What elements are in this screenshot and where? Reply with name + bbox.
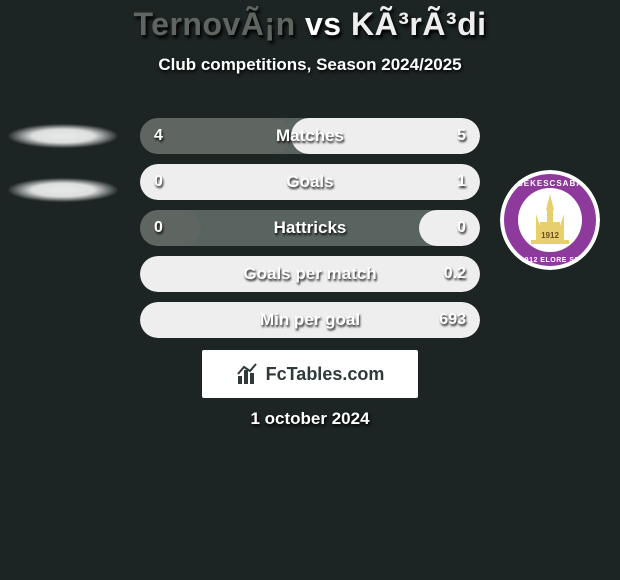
stat-value-left: 0 bbox=[154, 210, 163, 246]
stat-row-goals: Goals0 1 bbox=[140, 164, 480, 200]
date-label: 1 october 2024 bbox=[0, 409, 620, 429]
badge-bottom-text: 1912 ELORE SE bbox=[520, 257, 579, 264]
badge-top-text: BEKESCSABA bbox=[517, 179, 583, 188]
team1-badge-shadow-2 bbox=[8, 178, 118, 202]
stat-row-min-per-goal: Min per goal693 bbox=[140, 302, 480, 338]
fctables-branding: FcTables.com bbox=[202, 350, 418, 398]
team1-name: TernovÃ¡n bbox=[133, 6, 295, 42]
subtitle: Club competitions, Season 2024/2025 bbox=[0, 55, 620, 75]
stat-label: Matches bbox=[140, 118, 480, 154]
team1-badge-shadow-1 bbox=[8, 124, 118, 148]
stat-label: Goals bbox=[140, 164, 480, 200]
stat-value-right: 1 bbox=[457, 164, 466, 200]
stat-label: Goals per match bbox=[140, 256, 480, 292]
vs-label: vs bbox=[305, 6, 342, 42]
comparison-title: TernovÃ¡n vs KÃ³rÃ³di bbox=[0, 0, 620, 43]
stat-value-left: 0 bbox=[154, 164, 163, 200]
stat-value-right: 5 bbox=[457, 118, 466, 154]
stat-row-goals-per-match: Goals per match0.2 bbox=[140, 256, 480, 292]
stat-label: Min per goal bbox=[140, 302, 480, 338]
stat-value-right: 693 bbox=[439, 302, 466, 338]
team2-badge-svg: BEKESCSABA 1912 ELORE SE 1912 bbox=[500, 170, 600, 270]
stats-bars: Matches45Goals01Hattricks00Goals per mat… bbox=[140, 118, 480, 348]
badge-year: 1912 bbox=[541, 231, 559, 240]
stat-row-hattricks: Hattricks0 0 bbox=[140, 210, 480, 246]
stat-value-right: 0 bbox=[457, 210, 466, 246]
bar-chart-icon bbox=[236, 362, 260, 386]
stat-value-left: 4 bbox=[154, 118, 163, 154]
stat-label: Hattricks bbox=[140, 210, 480, 246]
stat-value-right: 0.2 bbox=[444, 256, 466, 292]
stat-row-matches: Matches4 5 bbox=[140, 118, 480, 154]
team2-badge: BEKESCSABA 1912 ELORE SE 1912 bbox=[500, 170, 600, 270]
team2-name: KÃ³rÃ³di bbox=[351, 6, 487, 42]
branding-text: FcTables.com bbox=[266, 364, 385, 385]
